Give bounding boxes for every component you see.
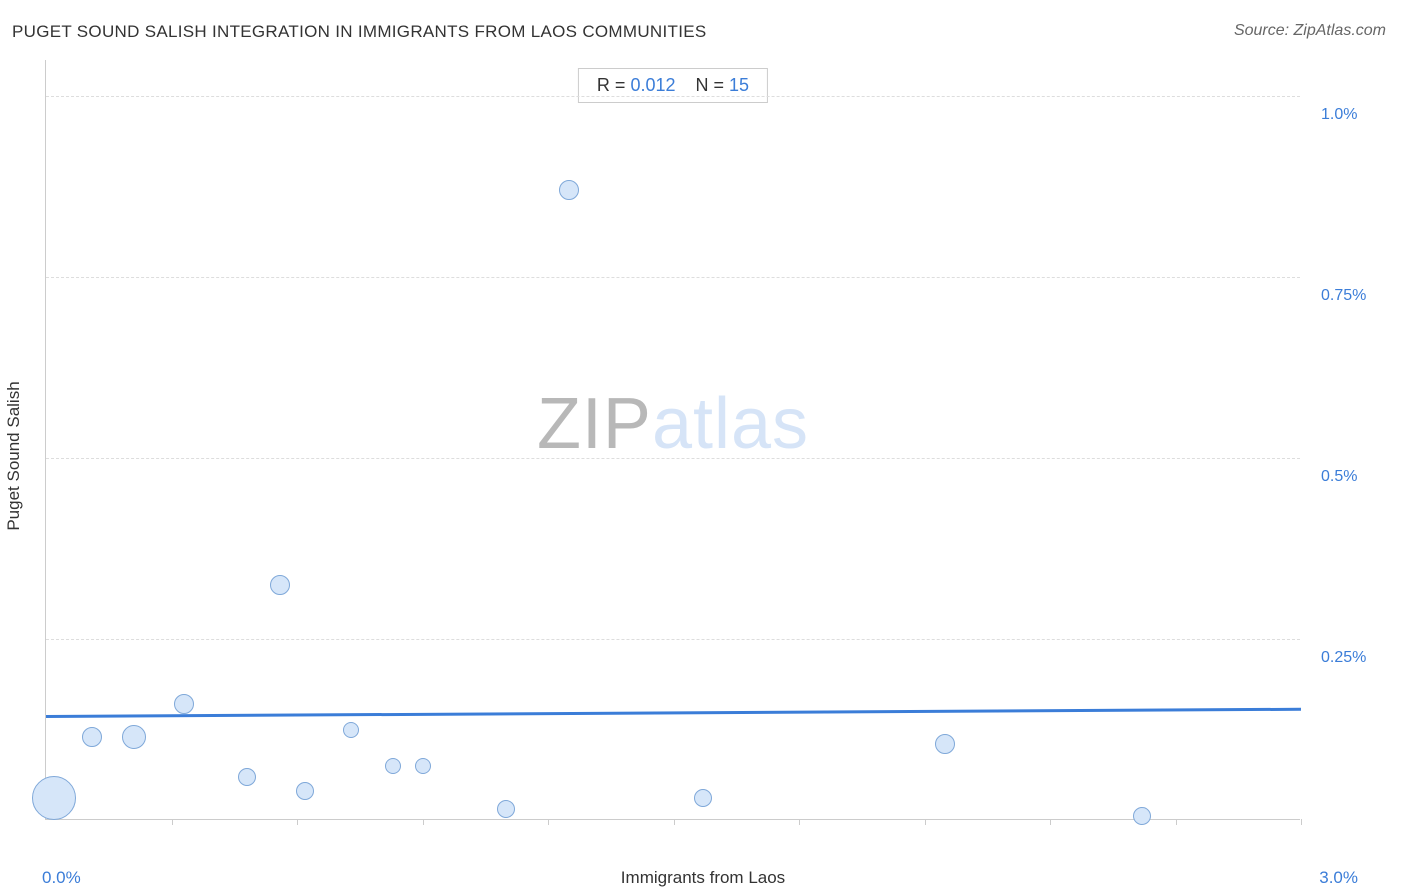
y-gridline [46, 458, 1300, 459]
x-min-label: 0.0% [42, 868, 81, 888]
y-gridline [46, 277, 1300, 278]
y-tick-label: 0.5% [1321, 468, 1357, 486]
y-tick-label: 0.75% [1321, 287, 1366, 305]
y-tick-label: 0.25% [1321, 649, 1366, 667]
x-tick [548, 819, 549, 825]
data-point[interactable] [270, 575, 290, 595]
chart-title: PUGET SOUND SALISH INTEGRATION IN IMMIGR… [12, 22, 707, 42]
watermark-zip: ZIP [537, 384, 652, 464]
data-point[interactable] [122, 725, 146, 749]
data-point[interactable] [343, 722, 359, 738]
x-tick [1176, 819, 1177, 825]
chart-container: PUGET SOUND SALISH INTEGRATION IN IMMIGR… [0, 0, 1406, 892]
data-point[interactable] [174, 694, 194, 714]
plot-area: ZIPatlas R = 0.012 N = 15 0.25%0.5%0.75%… [45, 60, 1300, 820]
y-tick-label: 1.0% [1321, 106, 1357, 124]
n-label: N = [696, 75, 725, 95]
data-point[interactable] [296, 782, 314, 800]
data-point[interactable] [415, 758, 431, 774]
x-axis-label: Immigrants from Laos [621, 868, 785, 888]
trendline [46, 708, 1301, 718]
x-tick [925, 819, 926, 825]
data-point[interactable] [385, 758, 401, 774]
r-label: R = [597, 75, 626, 95]
data-point[interactable] [238, 768, 256, 786]
data-point[interactable] [1133, 807, 1151, 825]
watermark: ZIPatlas [537, 383, 809, 465]
x-tick [674, 819, 675, 825]
data-point[interactable] [694, 789, 712, 807]
data-point[interactable] [935, 734, 955, 754]
stats-box: R = 0.012 N = 15 [578, 68, 768, 103]
x-tick [423, 819, 424, 825]
n-value: 15 [729, 75, 749, 95]
data-point[interactable] [82, 727, 102, 747]
x-tick [297, 819, 298, 825]
y-axis-label: Puget Sound Salish [4, 381, 24, 530]
data-point[interactable] [559, 180, 579, 200]
x-max-label: 3.0% [1319, 868, 1358, 888]
watermark-atlas: atlas [652, 384, 809, 464]
data-point[interactable] [32, 776, 76, 820]
x-tick [799, 819, 800, 825]
r-value: 0.012 [630, 75, 675, 95]
x-tick [172, 819, 173, 825]
x-tick [1301, 819, 1302, 825]
y-gridline [46, 96, 1300, 97]
source-attribution: Source: ZipAtlas.com [1234, 22, 1386, 40]
data-point[interactable] [497, 800, 515, 818]
y-gridline [46, 639, 1300, 640]
x-tick [1050, 819, 1051, 825]
